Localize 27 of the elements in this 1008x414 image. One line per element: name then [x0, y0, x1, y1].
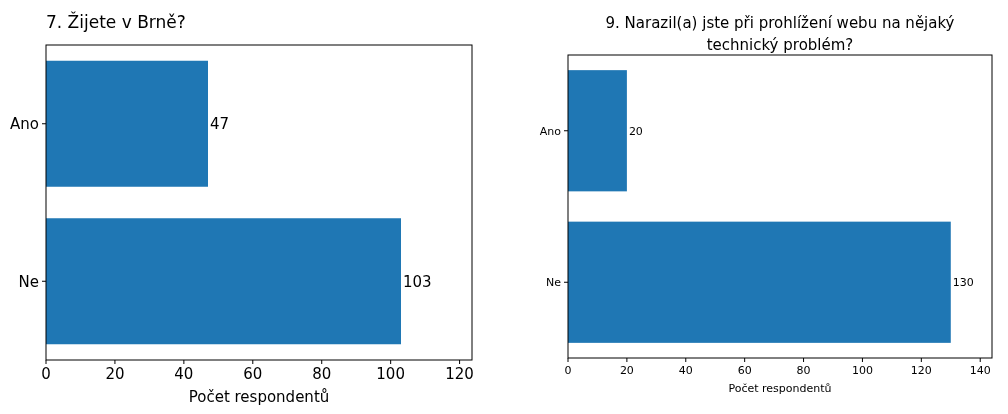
x-tick-label: 120: [910, 363, 932, 377]
x-tick-label: 140: [969, 363, 991, 377]
data-label: 130: [952, 276, 974, 290]
y-tick-label: Ne: [18, 272, 39, 291]
x-tick-label: 20: [619, 363, 634, 377]
chart-title: 7. Žijete v Brně?: [46, 11, 186, 32]
y-tick-label: Ne: [546, 276, 562, 290]
y-tick-label: Ano: [10, 115, 39, 133]
y-tick-label: Ano: [539, 124, 562, 138]
x-tick-label: 0: [41, 365, 51, 383]
x-axis-title: Počet respondentů: [188, 388, 330, 406]
x-axis-title: Počet respondentů: [728, 382, 832, 395]
x-tick-label: 80: [312, 365, 332, 383]
x-tick-label: 20: [105, 365, 125, 383]
data-label: 20: [628, 124, 643, 138]
x-tick-label: 100: [851, 363, 873, 377]
x-tick-label: 0: [564, 363, 572, 377]
x-tick-label: 60: [243, 365, 263, 383]
x-tick-label: 60: [737, 363, 752, 377]
x-tick-label: 80: [796, 363, 811, 377]
data-label: 103: [403, 272, 432, 291]
x-tick-label: 120: [445, 365, 474, 383]
chart-title: 9. Narazil(a) jste při prohlížení webu na nějaký technický problém?: [605, 14, 955, 54]
x-tick-label: 40: [678, 363, 693, 377]
data-label: 47: [209, 115, 230, 133]
x-tick-label: 40: [174, 365, 194, 383]
x-tick-label: 100: [376, 365, 405, 383]
